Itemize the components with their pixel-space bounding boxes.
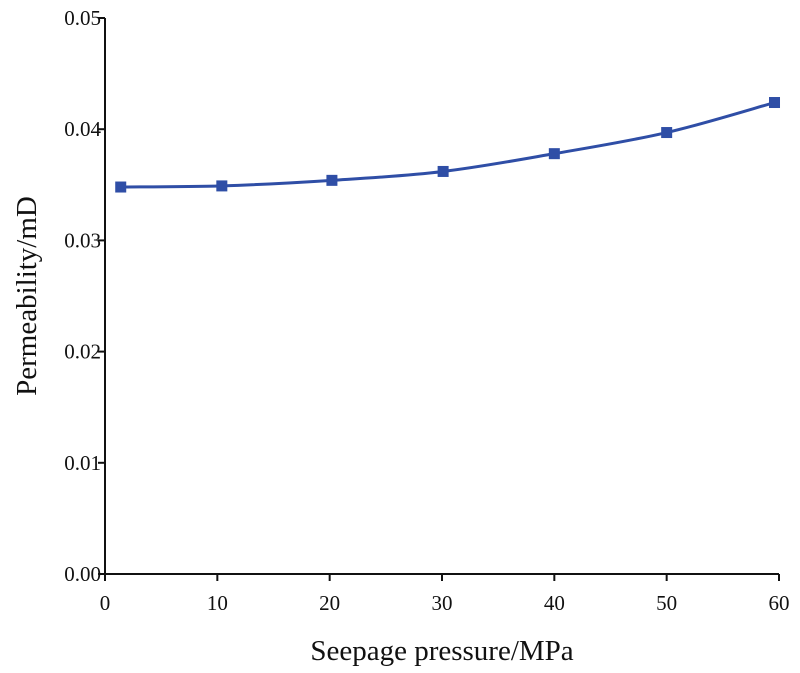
y-axis-title: Permeability/mD: [11, 196, 43, 396]
x-tick-label: 10: [207, 591, 228, 615]
data-point: [115, 181, 127, 193]
data-point: [769, 97, 781, 109]
x-tick-label: 20: [319, 591, 340, 615]
y-tick-label: 0.02: [64, 340, 101, 364]
x-tick-label: 50: [656, 591, 677, 615]
x-tick-label: 0: [100, 591, 111, 615]
axes: [104, 18, 779, 575]
y-tick-label: 0.01: [64, 451, 101, 475]
y-tick-label: 0.00: [64, 562, 101, 586]
x-axis-title: Seepage pressure/MPa: [310, 635, 573, 667]
y-tick-label: 0.05: [64, 6, 101, 30]
data-point: [548, 148, 560, 160]
y-tick-label: 0.04: [64, 117, 101, 141]
data-point: [661, 127, 673, 139]
series-group: [115, 97, 781, 193]
data-point: [216, 180, 228, 192]
data-point: [326, 174, 338, 186]
x-tick-label: 30: [432, 591, 453, 615]
y-tick-label: 0.03: [64, 228, 101, 252]
x-tick-label: 40: [544, 591, 565, 615]
ticks: 0.00 0.01 0.02 0.03 0.04 0.05 0 10 20 30 40 50 60: [64, 6, 789, 615]
data-point: [437, 165, 449, 177]
x-tick-label: 60: [769, 591, 790, 615]
